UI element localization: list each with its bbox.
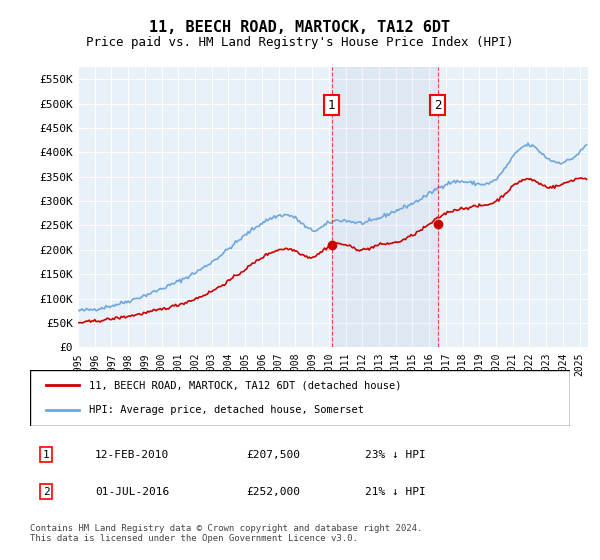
Text: 11, BEECH ROAD, MARTOCK, TA12 6DT (detached house): 11, BEECH ROAD, MARTOCK, TA12 6DT (detac… [89, 380, 402, 390]
FancyBboxPatch shape [30, 370, 570, 426]
Text: 1: 1 [43, 450, 50, 460]
Text: 12-FEB-2010: 12-FEB-2010 [95, 450, 169, 460]
Text: HPI: Average price, detached house, Somerset: HPI: Average price, detached house, Some… [89, 405, 364, 415]
Text: 23% ↓ HPI: 23% ↓ HPI [365, 450, 425, 460]
Text: 2: 2 [434, 99, 441, 111]
Text: 2: 2 [43, 487, 50, 497]
Text: Price paid vs. HM Land Registry's House Price Index (HPI): Price paid vs. HM Land Registry's House … [86, 36, 514, 49]
Text: 01-JUL-2016: 01-JUL-2016 [95, 487, 169, 497]
Text: Contains HM Land Registry data © Crown copyright and database right 2024.
This d: Contains HM Land Registry data © Crown c… [30, 524, 422, 543]
Text: £252,000: £252,000 [246, 487, 300, 497]
Text: 1: 1 [328, 99, 335, 111]
Text: £207,500: £207,500 [246, 450, 300, 460]
Text: 21% ↓ HPI: 21% ↓ HPI [365, 487, 425, 497]
Text: 11, BEECH ROAD, MARTOCK, TA12 6DT: 11, BEECH ROAD, MARTOCK, TA12 6DT [149, 20, 451, 35]
Bar [332, 67, 437, 347]
